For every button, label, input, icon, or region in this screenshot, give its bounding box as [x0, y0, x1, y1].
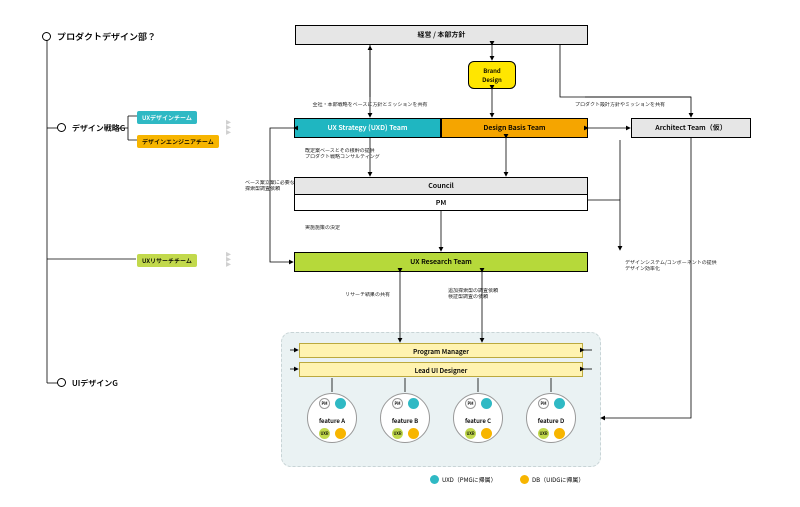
label-right-side: デザインシステム/コンポーネントの提供 デザイン効率化	[625, 260, 755, 272]
label-research-l: リサーチ結果の共有	[345, 292, 425, 298]
feature-b: feature BPMUXR	[380, 393, 430, 443]
box-basis-team: Design Basis Team	[441, 118, 588, 138]
legend-db: DB（UIDGに帰属）	[520, 475, 584, 484]
box-pm: PM	[294, 194, 588, 211]
arrow-tags-to-teams: ▸▸▸	[226, 118, 231, 133]
tag-ux-research-team: UXリサーチチーム	[137, 254, 197, 267]
box-council: Council	[294, 177, 588, 194]
box-lead-ui: Lead UI Designer	[299, 362, 583, 377]
legend-uxd: UXD（PMGに帰属）	[430, 475, 497, 484]
arrow-tag-to-research: ▸▸▸	[226, 250, 231, 265]
tag-ux-design-team: UXデザインチーム	[137, 111, 197, 124]
label-research-r: 追加探索型の調査依頼 検証型調査の依頼	[448, 288, 538, 300]
box-architect: Architect Team（仮）	[631, 118, 751, 138]
label-uxd-below: 既定案ベースとその根幹の提供 プロダクト戦略コンサルティング	[305, 148, 435, 160]
feature-c: feature CPMUXR	[453, 393, 503, 443]
box-uxd-team: UX Strategy (UXD) Team	[294, 118, 441, 138]
label-council-below: 実施施策の決定	[305, 225, 405, 231]
box-program-manager: Program Manager	[299, 343, 583, 358]
label-left-loop: ベース案立案に必要な 探索型調査依頼	[245, 180, 300, 192]
label-top-left: 全社・本部戦略をベースに方針とミッションを共有	[300, 102, 440, 108]
root-title: プロダクトデザイン部？	[42, 30, 156, 43]
box-ux-research: UX Research Team	[294, 252, 588, 272]
box-brand-design: Brand Design	[468, 61, 516, 89]
side-group-1: デザイン戦略G	[57, 123, 125, 134]
feature-d: feature DPMUXR	[526, 393, 576, 443]
tag-design-engineer-team: デザインエンジニアチーム	[137, 135, 219, 148]
box-top-policy: 経営 / 本部方針	[295, 25, 588, 45]
label-top-right: プロダクト設計方針やミッションを共有	[540, 102, 700, 108]
feature-a: feature APMUXR	[307, 393, 357, 443]
side-group-3: UIデザインG	[57, 378, 118, 389]
